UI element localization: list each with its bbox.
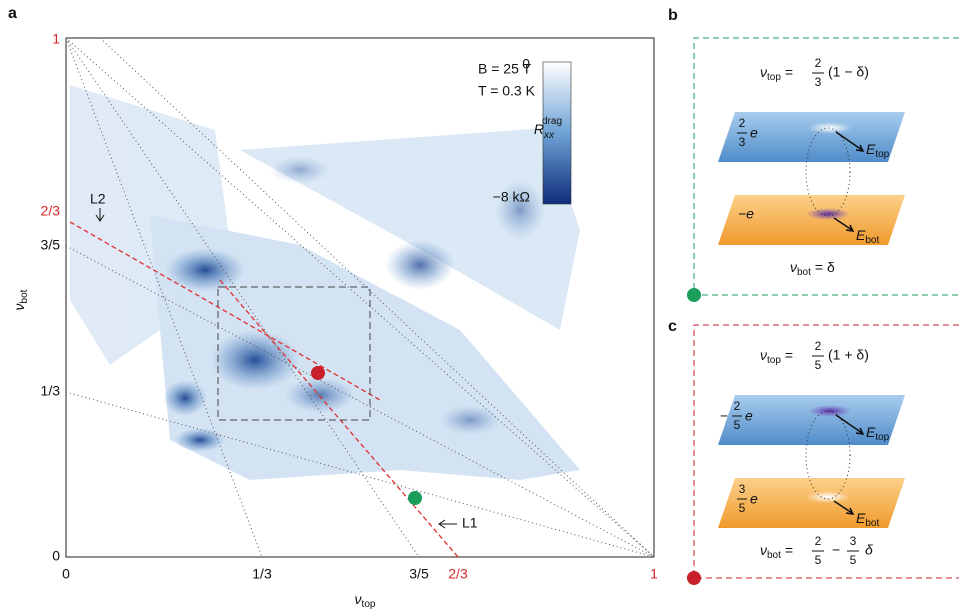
panel-label: b (668, 7, 678, 24)
x-ticks: 0 1/3 3/5 2/3 1 (62, 566, 658, 582)
guide-lines (65, 37, 655, 558)
y-tick-label: 1 (52, 31, 60, 47)
quasiparticle (808, 122, 852, 134)
x-tick-label: 1 (650, 566, 658, 582)
numerator: 3 (850, 534, 857, 548)
arrow (833, 217, 855, 232)
filling: νtop = (760, 64, 793, 83)
green-point (687, 288, 701, 302)
colorbar-label: Rxxdrag (534, 116, 562, 141)
charge-unit: e (745, 408, 753, 424)
quasiparticle (806, 491, 850, 503)
filling-rest: (1 − δ) (828, 64, 869, 80)
condition: T = 0.3 K (478, 83, 536, 99)
charge-sign: − (720, 408, 728, 424)
frame (693, 37, 959, 296)
x-axis-label: νtop (355, 591, 376, 610)
numerator: 2 (739, 116, 746, 130)
y-tick-label: 3/5 (41, 237, 61, 253)
y-axis-label: νbot (11, 289, 30, 310)
y-ticks: 0 1/3 3/5 2/3 1 (41, 31, 61, 564)
quasihole (806, 208, 850, 220)
numerator: 2 (815, 56, 822, 70)
x-tick-label: 1/3 (252, 566, 272, 582)
numerator: 2 (815, 534, 822, 548)
colorbar-max: 0 (522, 56, 530, 72)
line-label: L1 (462, 515, 478, 531)
quasihole (808, 405, 852, 417)
charge-unit: e (750, 491, 758, 507)
field: Ebot (856, 510, 879, 529)
arrow (835, 414, 865, 435)
top-layer (718, 112, 905, 162)
top-layer (718, 395, 905, 445)
denominator: 5 (815, 358, 822, 372)
heatmap (70, 85, 580, 480)
coupling-loop (805, 410, 851, 500)
bottom-layer (718, 478, 905, 528)
denominator: 5 (734, 418, 741, 432)
x-tick-label: 0 (62, 566, 70, 582)
filling: νbot = (760, 542, 793, 561)
filling: νbot = δ (790, 259, 835, 278)
filling-rest: (1 + δ) (828, 347, 869, 363)
filling-rest: δ (865, 542, 873, 558)
y-tick-label: 2/3 (41, 203, 61, 219)
line-label: L2 (90, 191, 106, 207)
x-tick-label: 3/5 (409, 566, 429, 582)
charge: −e (738, 206, 754, 222)
field: Ebot (856, 227, 879, 246)
denominator: 5 (850, 553, 857, 567)
y-tick-label: 1/3 (41, 383, 61, 399)
denominator: 3 (815, 75, 822, 89)
filling: νtop = (760, 347, 793, 366)
constant-lines (69, 221, 459, 558)
charge-unit: e (750, 125, 758, 141)
numerator: 3 (739, 482, 746, 496)
numerator: 2 (734, 399, 741, 413)
arrow (95, 208, 105, 222)
colorbar-min: −8 kΩ (493, 189, 530, 205)
numerator: 2 (815, 339, 822, 353)
red-point (311, 366, 325, 380)
colorbar (542, 61, 572, 205)
coupling-loop (805, 127, 851, 217)
panel-label: a (8, 5, 17, 22)
frame (693, 324, 959, 579)
bottom-layer (718, 195, 905, 245)
arrow (438, 519, 457, 529)
denominator: 5 (739, 501, 746, 515)
arrow (835, 131, 865, 152)
y-tick-label: 0 (52, 548, 60, 564)
field: Etop (866, 424, 890, 443)
green-point (408, 491, 422, 505)
panel-label: c (668, 318, 677, 335)
denominator: 5 (815, 553, 822, 567)
minus: − (832, 542, 840, 558)
arrow (833, 500, 855, 515)
denominator: 3 (739, 135, 746, 149)
field: Etop (866, 141, 890, 160)
red-point (687, 571, 701, 585)
condition: B = 25 T (478, 61, 532, 77)
x-tick-label: 2/3 (448, 566, 468, 582)
